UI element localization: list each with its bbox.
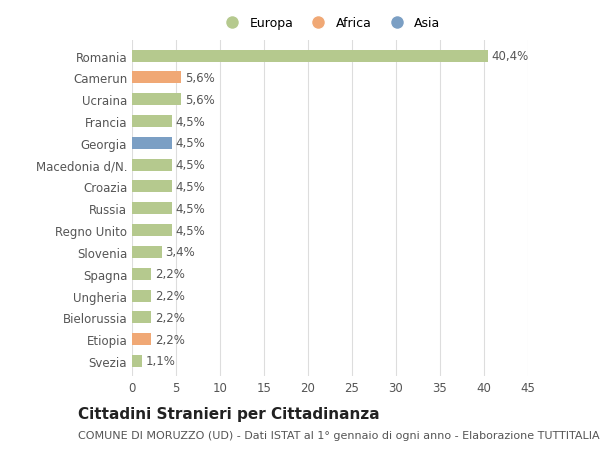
Text: 4,5%: 4,5% <box>175 180 205 194</box>
Bar <box>132 94 181 106</box>
Text: COMUNE DI MORUZZO (UD) - Dati ISTAT al 1° gennaio di ogni anno - Elaborazione TU: COMUNE DI MORUZZO (UD) - Dati ISTAT al 1… <box>78 431 600 441</box>
Bar <box>132 73 181 84</box>
Bar <box>132 203 172 215</box>
Text: 4,5%: 4,5% <box>175 159 205 172</box>
Bar <box>132 181 172 193</box>
Bar <box>132 333 151 345</box>
Bar <box>132 268 151 280</box>
Text: 2,2%: 2,2% <box>155 289 185 302</box>
Text: 4,5%: 4,5% <box>175 224 205 237</box>
Bar <box>132 224 172 236</box>
Bar <box>132 290 151 302</box>
Bar <box>132 355 142 367</box>
Legend: Europa, Africa, Asia: Europa, Africa, Asia <box>220 17 440 30</box>
Text: 40,4%: 40,4% <box>491 50 528 63</box>
Text: 5,6%: 5,6% <box>185 72 215 85</box>
Text: 4,5%: 4,5% <box>175 137 205 150</box>
Bar <box>132 138 172 150</box>
Bar <box>132 159 172 171</box>
Text: Cittadini Stranieri per Cittadinanza: Cittadini Stranieri per Cittadinanza <box>78 406 380 421</box>
Bar <box>132 246 162 258</box>
Text: 5,6%: 5,6% <box>185 94 215 106</box>
Text: 2,2%: 2,2% <box>155 311 185 324</box>
Text: 4,5%: 4,5% <box>175 115 205 129</box>
Text: 2,2%: 2,2% <box>155 268 185 280</box>
Bar <box>132 312 151 324</box>
Text: 2,2%: 2,2% <box>155 333 185 346</box>
Text: 4,5%: 4,5% <box>175 202 205 215</box>
Bar <box>132 50 488 62</box>
Text: 1,1%: 1,1% <box>145 355 175 368</box>
Bar <box>132 116 172 128</box>
Text: 3,4%: 3,4% <box>166 246 195 259</box>
